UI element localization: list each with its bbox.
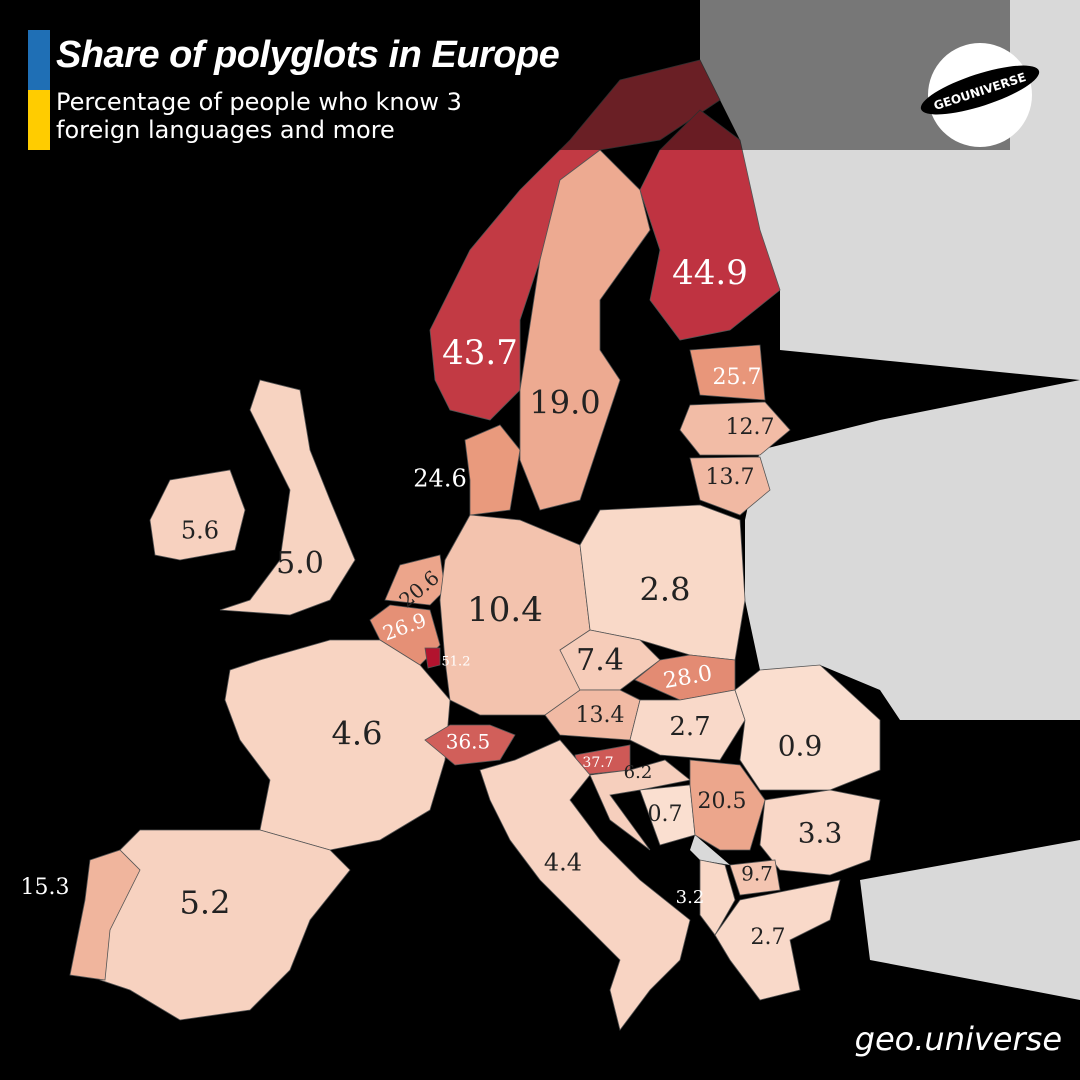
region (424, 647, 441, 669)
region (734, 664, 881, 791)
value-label: 3.2 (676, 887, 705, 908)
value-label: 20.5 (698, 789, 747, 814)
value-label: 36.5 (446, 730, 491, 754)
value-label: 7.4 (576, 643, 624, 678)
region (519, 149, 651, 511)
value-label: 4.4 (544, 849, 582, 877)
region (149, 469, 246, 561)
region (69, 849, 141, 981)
region (679, 401, 791, 456)
flag-blue (28, 30, 50, 90)
region (699, 859, 736, 936)
value-label: 0.9 (778, 730, 823, 763)
value-label: 24.6 (413, 465, 466, 493)
region (464, 424, 521, 516)
value-label: 10.4 (467, 590, 543, 630)
value-label: 6.2 (624, 762, 653, 783)
value-label: 51.2 (442, 655, 471, 670)
value-label: 13.7 (706, 465, 755, 490)
value-label: 37.7 (582, 755, 613, 771)
subtitle: Percentage of people who know 3 foreign … (56, 88, 462, 144)
value-label: 25.7 (713, 365, 762, 390)
value-label: 0.7 (648, 802, 683, 827)
value-label: 13.4 (576, 703, 625, 728)
title: Share of polyglots in Europe (56, 34, 560, 76)
region (759, 789, 881, 876)
value-label: 9.7 (741, 862, 773, 886)
region (714, 879, 841, 1001)
region (384, 554, 446, 606)
region (219, 379, 356, 616)
credit: geo.universe (854, 1020, 1062, 1058)
land (690, 835, 730, 865)
value-label: 43.7 (442, 333, 518, 373)
value-label: 5.6 (181, 517, 219, 545)
value-label: 2.7 (669, 712, 710, 742)
land (860, 840, 1080, 1000)
region (479, 739, 691, 1031)
value-label: 15.3 (21, 875, 70, 900)
flag-yellow (28, 90, 50, 150)
value-label: 5.0 (276, 546, 324, 581)
value-label: 44.9 (672, 253, 748, 293)
land (745, 380, 1080, 720)
region (639, 109, 781, 341)
region (629, 689, 746, 761)
region (729, 859, 781, 896)
region (689, 456, 771, 516)
region (224, 639, 451, 851)
logo-ring (920, 65, 1040, 115)
value-label: 5.2 (180, 884, 231, 922)
value-label: 3.3 (798, 817, 843, 850)
value-label: 2.7 (751, 925, 786, 950)
value-label: 4.6 (332, 715, 383, 753)
value-label: 12.7 (726, 415, 775, 440)
region (424, 724, 516, 766)
region (689, 759, 766, 851)
value-label: 19.0 (529, 384, 600, 422)
region (689, 344, 766, 401)
value-label: 2.8 (640, 571, 691, 609)
